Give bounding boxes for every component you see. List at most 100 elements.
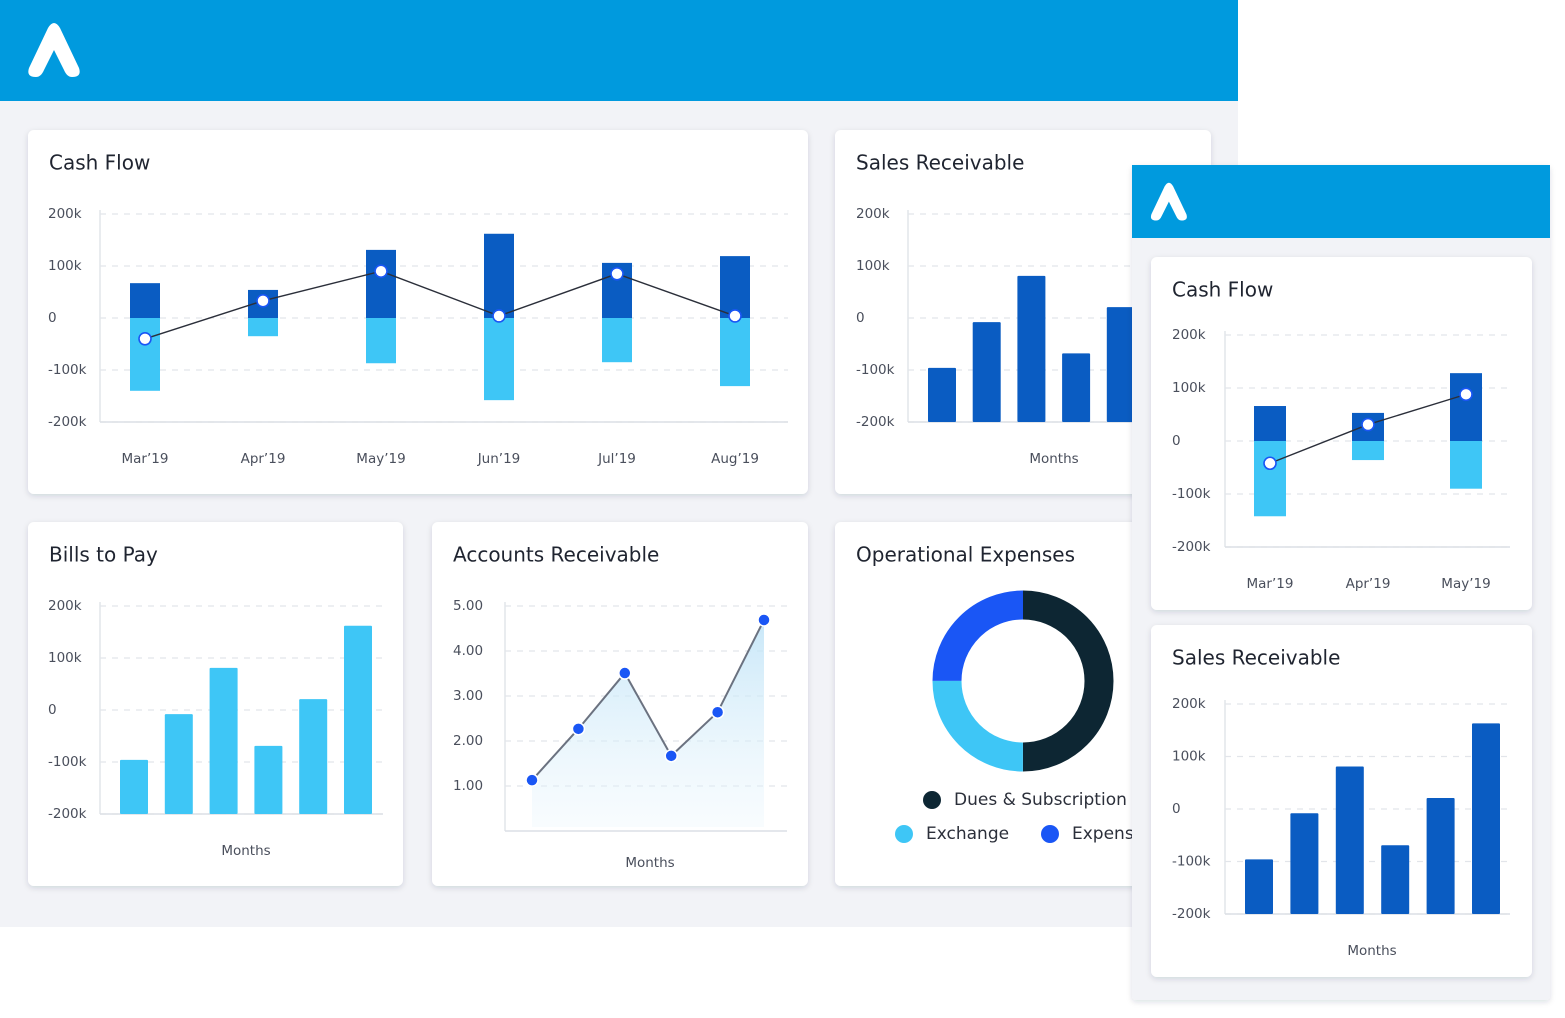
area — [532, 619, 764, 827]
bar — [130, 318, 160, 391]
x-tick-label: Jun’19 — [477, 451, 521, 467]
line-point — [492, 309, 506, 323]
y-tick-label: 200k — [856, 206, 890, 222]
y-tick-label: 0 — [1172, 433, 1181, 449]
bar — [1062, 353, 1091, 422]
x-tick-label: May’19 — [1441, 576, 1490, 592]
bar — [602, 318, 632, 363]
bar — [1450, 441, 1482, 489]
legend-label: Exchange — [926, 824, 1009, 844]
bar — [120, 759, 148, 814]
line-point — [374, 264, 388, 279]
card — [1151, 257, 1532, 610]
line — [144, 270, 736, 340]
main-header — [0, 0, 1238, 101]
line-point — [728, 309, 742, 323]
card-title: Cash Flow — [1172, 278, 1273, 302]
bar — [720, 256, 750, 318]
app-logo — [28, 23, 80, 77]
bar — [248, 318, 278, 337]
bar — [484, 233, 514, 318]
donut-segment — [932, 590, 1114, 772]
line-point — [1361, 417, 1375, 432]
y-tick-label: 100k — [1172, 380, 1206, 396]
card-title: Sales Receivable — [856, 151, 1024, 175]
line-point — [618, 666, 632, 680]
bar — [164, 714, 193, 814]
y-tick-label: 100k — [48, 650, 82, 666]
y-tick-label: 0 — [856, 310, 865, 326]
bar — [209, 667, 238, 814]
y-tick-label: 4.00 — [453, 643, 483, 659]
y-tick-label: 100k — [1172, 749, 1206, 765]
x-tick-label: Aug’19 — [711, 451, 759, 467]
x-tick-label: Apr’19 — [1346, 576, 1391, 592]
line-point — [1459, 387, 1473, 402]
bar — [1335, 766, 1364, 914]
line-point — [138, 331, 152, 346]
x-axis-label: Months — [1029, 451, 1078, 467]
y-tick-label: 100k — [48, 258, 82, 274]
y-tick-label: -100k — [48, 754, 87, 770]
x-tick-label: Apr’19 — [241, 451, 286, 467]
bar — [1254, 441, 1286, 517]
card-title: Bills to Pay — [49, 543, 158, 567]
bar — [972, 322, 1001, 422]
bar — [299, 699, 328, 814]
bar — [1245, 859, 1273, 914]
line-point — [525, 773, 539, 787]
bar — [928, 367, 956, 422]
y-tick-label: -100k — [856, 362, 895, 378]
y-tick-label: 200k — [1172, 327, 1206, 343]
legend-swatch — [1041, 825, 1059, 843]
bar — [1381, 845, 1410, 914]
bar — [1290, 813, 1319, 914]
bar — [366, 318, 396, 364]
bar — [1450, 373, 1482, 441]
bar — [720, 318, 750, 387]
overlay-header — [1132, 165, 1550, 238]
bar — [130, 283, 160, 318]
card-title: Operational Expenses — [856, 543, 1075, 567]
x-axis-label: Months — [625, 855, 674, 871]
line-point — [710, 705, 725, 719]
line-point — [664, 749, 678, 763]
bar — [1472, 723, 1500, 914]
app-logo — [1150, 182, 1187, 221]
bar — [366, 249, 396, 318]
y-tick-label: 200k — [48, 206, 82, 222]
y-tick-label: -200k — [1172, 539, 1211, 555]
y-tick-label: 5.00 — [453, 598, 483, 614]
x-tick-label: May’19 — [356, 451, 405, 467]
bar — [484, 318, 514, 401]
y-tick-label: -200k — [48, 806, 87, 822]
legend-swatch — [895, 825, 913, 843]
bar — [1254, 406, 1286, 441]
line-point — [757, 613, 771, 627]
line-point — [1263, 456, 1277, 471]
bar — [1017, 275, 1046, 422]
y-tick-label: 200k — [1172, 696, 1206, 712]
x-tick-label: Jul’19 — [597, 451, 636, 467]
card-title: Sales Receivable — [1172, 646, 1340, 670]
y-tick-label: 0 — [48, 702, 57, 718]
bar — [254, 745, 283, 814]
y-tick-label: 2.00 — [453, 733, 483, 749]
y-tick-label: 0 — [1172, 801, 1181, 817]
bar — [344, 625, 372, 814]
line-point — [256, 294, 270, 308]
x-tick-label: Mar’19 — [122, 451, 169, 467]
bar — [1352, 441, 1384, 461]
y-tick-label: -200k — [1172, 906, 1211, 922]
y-tick-label: -200k — [856, 414, 895, 430]
line-point — [610, 266, 624, 281]
y-tick-label: -200k — [48, 414, 87, 430]
y-tick-label: -100k — [48, 362, 87, 378]
legend-swatch — [923, 791, 941, 809]
y-tick-label: 0 — [48, 310, 57, 326]
x-tick-label: Mar’19 — [1247, 576, 1294, 592]
line — [531, 619, 765, 781]
x-axis-label: Months — [1347, 943, 1396, 959]
